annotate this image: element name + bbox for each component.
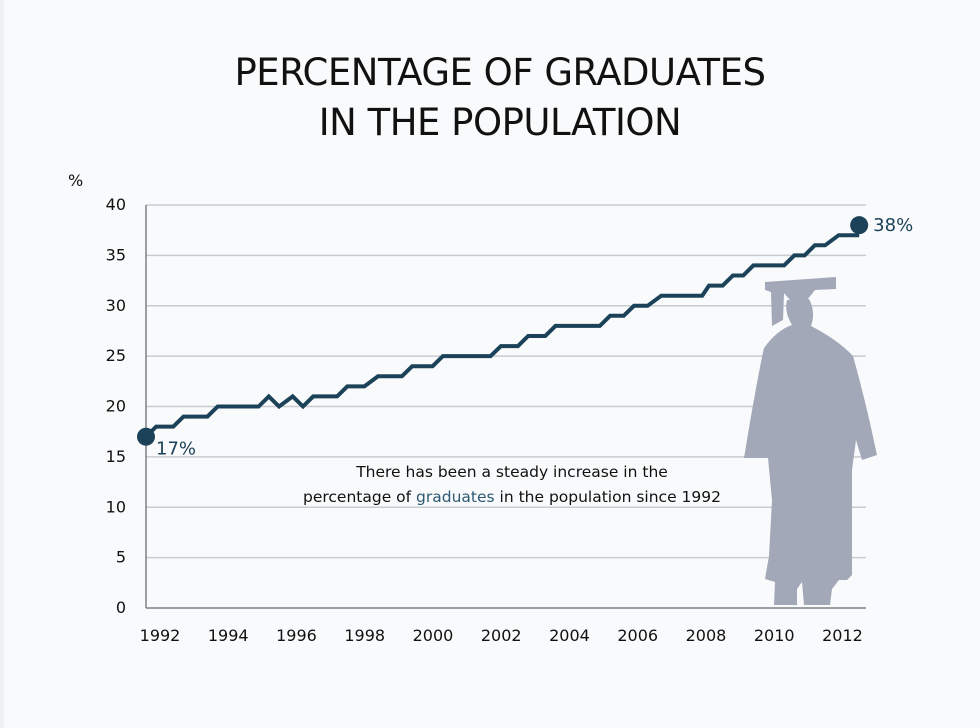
x-tick-labels: 1992 1994 1996 1998 2000 2002 2004 2006 2008 2010…: [140, 626, 863, 645]
x-tick-label-2012: 2012: [822, 626, 863, 645]
x-tick-label-2006: 2006: [617, 626, 658, 645]
y-tick-label-40: 40: [106, 195, 126, 214]
y-tick-label-5: 5: [116, 548, 126, 567]
x-tick-label-2000: 2000: [413, 626, 454, 645]
chart-title-line-2: IN THE POPULATION: [318, 101, 682, 144]
gridlines: [146, 204, 866, 559]
y-tick-label-20: 20: [106, 397, 126, 416]
y-tick-label-35: 35: [106, 245, 126, 264]
end-point-marker: [850, 216, 869, 235]
annotation-line-2: percentage of graduates in the populatio…: [303, 488, 721, 506]
chart-title: PERCENTAGE OF GRADUATES IN THE POPULATIO…: [0, 48, 980, 148]
start-value-label: 17%: [156, 439, 196, 460]
graduate-gown: [744, 299, 877, 605]
x-tick-label-1994: 1994: [208, 626, 249, 645]
y-tick-label-0: 0: [116, 598, 126, 617]
x-tick-label-2010: 2010: [754, 626, 795, 645]
x-tick-label-2002: 2002: [481, 626, 522, 645]
y-tick-labels: 0 5 10 15 20 25 30 35 40: [106, 195, 126, 617]
axes: %: [68, 171, 866, 609]
x-tick-label-2004: 2004: [549, 626, 590, 645]
chart-annotation: There has been a steady increase in the …: [303, 463, 721, 506]
y-tick-label-30: 30: [106, 296, 126, 315]
annotation-highlight-graduates: graduates: [416, 488, 495, 506]
mortarboard-cap: [765, 277, 836, 326]
y-tick-label-15: 15: [106, 447, 126, 466]
end-value-label: 38%: [873, 215, 913, 236]
annotation-text-before: percentage of: [303, 488, 416, 506]
x-tick-label-2008: 2008: [686, 626, 727, 645]
graduate-silhouette-icon: [744, 277, 877, 605]
x-tick-label-1996: 1996: [276, 626, 317, 645]
annotation-text-after: in the population since 1992: [495, 488, 721, 506]
x-tick-label-1992: 1992: [140, 626, 181, 645]
start-point-marker: [137, 427, 155, 446]
chart-title-line-1: PERCENTAGE OF GRADUATES: [234, 51, 766, 94]
x-tick-label-1998: 1998: [344, 626, 385, 645]
graduates-series-line: [144, 233, 860, 439]
y-axis-unit-label: %: [68, 171, 83, 190]
y-tick-label-25: 25: [106, 346, 126, 365]
endpoint-markers: 17% 38%: [137, 215, 913, 460]
annotation-line-1: There has been a steady increase in the: [355, 463, 668, 481]
y-tick-label-10: 10: [106, 497, 126, 516]
